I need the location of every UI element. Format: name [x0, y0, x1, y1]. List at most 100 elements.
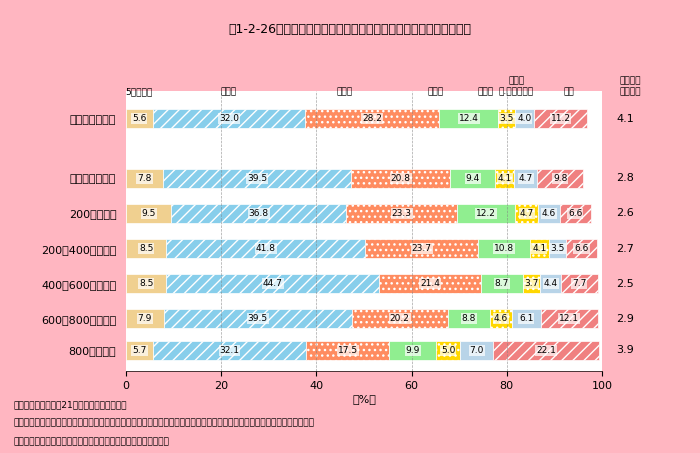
Text: 4.6: 4.6	[542, 209, 556, 218]
Bar	[164, 309, 351, 328]
Text: 4.4: 4.4	[543, 279, 558, 288]
Bar	[561, 274, 598, 294]
Text: 12.1: 12.1	[559, 314, 580, 323]
Text: 7.0: 7.0	[470, 346, 484, 355]
Text: 20.8: 20.8	[391, 174, 411, 183]
Text: 8.8: 8.8	[461, 314, 476, 323]
Text: 第1-2-26図　父母の１年前の総収入額別にみた１か月の子育て費用: 第1-2-26図 父母の１年前の総収入額別にみた１か月の子育て費用	[228, 23, 472, 36]
Text: 39.5: 39.5	[248, 314, 267, 323]
Bar	[163, 169, 351, 188]
Text: 44.7: 44.7	[263, 279, 283, 288]
Text: 2.6: 2.6	[616, 208, 634, 218]
Text: 2.9: 2.9	[616, 314, 634, 324]
Text: 資料：厚生労働省「21世紀出生児縦断調査」: 資料：厚生労働省「21世紀出生児縦断調査」	[14, 401, 127, 410]
Text: 41.8: 41.8	[256, 244, 276, 253]
Bar	[305, 109, 439, 128]
Text: 20.2: 20.2	[390, 314, 410, 323]
Text: 8.7: 8.7	[495, 279, 509, 288]
Bar	[389, 341, 436, 360]
Text: 4.7: 4.7	[519, 174, 533, 183]
Text: 7.8: 7.8	[137, 174, 152, 183]
Text: 4.1: 4.1	[616, 114, 634, 124]
Bar	[534, 109, 587, 128]
Bar	[530, 239, 550, 258]
Text: １万円: １万円	[220, 87, 237, 96]
Text: ３万円: ３万円	[427, 87, 444, 96]
Bar	[538, 204, 559, 223]
Bar	[478, 239, 530, 258]
Text: 22.1: 22.1	[536, 346, 556, 355]
Bar	[566, 239, 597, 258]
Text: 9.5: 9.5	[141, 209, 156, 218]
Bar	[494, 341, 598, 360]
Text: 39.5: 39.5	[247, 174, 267, 183]
Bar	[514, 169, 537, 188]
Bar	[439, 109, 498, 128]
Bar	[436, 341, 460, 360]
Bar	[460, 341, 494, 360]
Text: 32.0: 32.0	[219, 114, 239, 123]
Bar	[306, 341, 389, 360]
Text: 9.8: 9.8	[553, 174, 567, 183]
Bar	[537, 169, 583, 188]
Bar	[351, 169, 450, 188]
Text: 6.6: 6.6	[574, 244, 589, 253]
Bar	[450, 169, 495, 188]
Bar	[515, 204, 538, 223]
Bar	[515, 109, 534, 128]
Text: 23.3: 23.3	[392, 209, 412, 218]
Text: 4.1: 4.1	[498, 174, 512, 183]
Bar	[126, 239, 167, 258]
Text: ５万円
５.５万円以上: ５万円 ５.５万円以上	[499, 77, 534, 96]
Text: 3.7: 3.7	[524, 279, 538, 288]
Bar	[351, 309, 448, 328]
Text: 3.9: 3.9	[616, 345, 634, 356]
Text: 28.2: 28.2	[362, 114, 382, 123]
Bar	[522, 274, 540, 294]
Bar	[153, 109, 305, 128]
Text: 9.9: 9.9	[405, 346, 420, 355]
Text: 12.4: 12.4	[458, 114, 479, 123]
Bar	[172, 204, 346, 223]
Text: 4.0: 4.0	[517, 114, 531, 123]
Text: 6.6: 6.6	[568, 209, 582, 218]
Text: 2.8: 2.8	[616, 173, 634, 183]
Bar	[126, 341, 153, 360]
Text: 3.5: 3.5	[550, 244, 565, 253]
Bar	[167, 274, 379, 294]
Text: 21.4: 21.4	[420, 279, 440, 288]
Text: 5.0: 5.0	[441, 346, 456, 355]
Text: 3.5: 3.5	[499, 114, 514, 123]
Bar	[481, 274, 522, 294]
Bar	[490, 309, 512, 328]
Bar	[495, 169, 514, 188]
Text: 7.7: 7.7	[572, 279, 587, 288]
Text: 12.2: 12.2	[477, 209, 496, 218]
Bar	[167, 239, 365, 258]
Text: 8.5: 8.5	[139, 244, 153, 253]
Text: ４万円: ４万円	[477, 87, 494, 96]
Text: 平均費用
（万円）: 平均費用 （万円）	[620, 77, 641, 96]
Text: 10.8: 10.8	[494, 244, 514, 253]
Text: 注：第１回調査では６か月児、第２回調査では１歳６か月児の子育て費用が対象。また、子育て費用及び父母の年収は、万: 注：第１回調査では６か月児、第２回調査では１歳６か月児の子育て費用が対象。また、…	[14, 419, 315, 428]
Bar	[512, 309, 540, 328]
Text: 32.1: 32.1	[220, 346, 239, 355]
Text: 23.7: 23.7	[412, 244, 432, 253]
Text: 8.5: 8.5	[139, 279, 153, 288]
Text: 7.9: 7.9	[138, 314, 152, 323]
Text: 6.1: 6.1	[519, 314, 533, 323]
Bar	[126, 109, 153, 128]
Bar	[153, 341, 306, 360]
Bar	[346, 204, 457, 223]
Bar	[457, 204, 515, 223]
Text: 5.7: 5.7	[132, 346, 147, 355]
Text: 17.5: 17.5	[337, 346, 358, 355]
Bar	[498, 109, 515, 128]
Text: 2.7: 2.7	[616, 244, 634, 254]
Bar	[126, 169, 163, 188]
Bar	[379, 274, 481, 294]
Text: 36.8: 36.8	[248, 209, 269, 218]
Bar	[540, 274, 561, 294]
Text: 2.5: 2.5	[616, 279, 634, 289]
Bar	[126, 309, 164, 328]
